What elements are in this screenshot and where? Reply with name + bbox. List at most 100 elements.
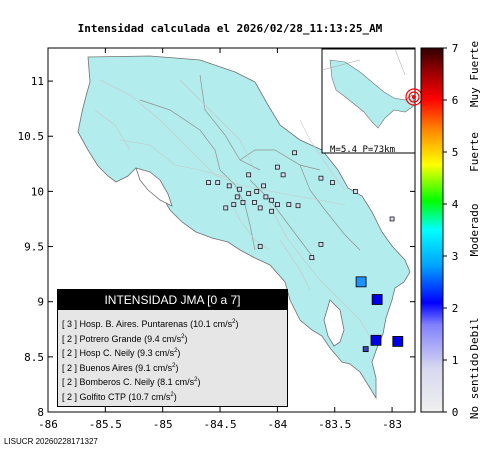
station-marker [257, 244, 263, 249]
legend-close-paren: ) [197, 377, 201, 387]
station-marker [389, 216, 395, 222]
x-tick-label: -86 [38, 418, 58, 431]
colorbar-category-label: Moderado [468, 204, 481, 257]
station-marker [215, 180, 221, 185]
x-tick-label: -85.5 [89, 418, 122, 431]
legend-level: [ 2 ] [62, 391, 78, 402]
colorbar-category-label: Muy Fuerte [468, 41, 481, 107]
legend-station: Golfito CTP [79, 391, 126, 402]
station-marker [254, 189, 260, 194]
legend-value: (10.7 cm/s [128, 391, 171, 402]
legend-entry: [ 2 ] Potrero Grande (9.4 cm/s2) [58, 330, 287, 345]
legend-value: (9.3 cm/s [137, 348, 175, 358]
y-tick-label: 9.5 [24, 241, 44, 254]
station-marker [234, 194, 240, 200]
station-marker [318, 241, 324, 247]
colorbar-category-label: No sentido [468, 353, 481, 419]
station-marker [223, 205, 229, 211]
x-tick-label: -85 [153, 418, 173, 431]
legend-entry: [ 2 ] Bomberos C. Neily (8.1 cm/s2) [58, 373, 287, 388]
legend-level: [ 3 ] [62, 319, 78, 329]
legend-station: Bomberos C. Neily [79, 377, 155, 387]
legend-entry: [ 3 ] Hosp. B. Aires. Puntarenas (10.1 c… [58, 315, 287, 330]
x-tick-label: -84 [267, 418, 287, 431]
legend-list: [ 3 ] Hosp. B. Aires. Puntarenas (10.1 c… [58, 310, 287, 402]
station-marker [286, 202, 292, 207]
station-marker [263, 194, 269, 200]
station-marker [275, 202, 280, 207]
map-title: Intensidad calculada el 2026/02/28_11:13… [77, 22, 383, 35]
x-tick-label: -84.5 [203, 418, 236, 431]
legend-close-paren: ) [235, 319, 239, 329]
legend-unit-exponent: 2 [170, 391, 174, 398]
legend-level: [ 2 ] [62, 333, 78, 344]
station-intensity-marker [371, 294, 383, 305]
station-intensity-marker [392, 336, 404, 347]
station-marker [309, 255, 315, 260]
y-tick-label: 9 [37, 296, 44, 309]
station-markers-highlight [355, 276, 404, 353]
legend-unit-exponent: 2 [232, 319, 236, 325]
inset-map [321, 48, 416, 154]
y-tick-label: 10 [31, 185, 44, 198]
station-intensity-marker [355, 276, 367, 288]
colorbar-tick-label: 6 [452, 94, 459, 107]
colorbar-tick-label: 0 [452, 406, 459, 419]
station-marker [280, 172, 286, 178]
colorbar-category-label: Fuerte [468, 132, 481, 172]
y-tick-label: 11 [31, 75, 44, 88]
x-tick-label: -83 [382, 418, 402, 431]
station-marker [353, 189, 358, 194]
legend-unit-exponent: 2 [194, 377, 198, 383]
legend-station: Hosp. B. Aires. Puntarenas [79, 319, 188, 329]
legend-entry: [ 2 ] Hosp C. Neily (9.3 cm/s2) [58, 344, 287, 359]
roads [94, 79, 373, 341]
station-marker [269, 197, 274, 203]
station-marker [261, 183, 266, 189]
y-tick-label: 8 [37, 406, 44, 419]
station-marker [318, 175, 324, 181]
station-markers-small [206, 150, 395, 260]
legend-close-paren: ) [177, 348, 181, 358]
province-boundaries [139, 74, 361, 261]
footer-id: LISUCR 20260228171327 [4, 437, 98, 446]
x-tick-label: -83.5 [318, 418, 351, 431]
legend-value: (10.1 cm/s [190, 319, 233, 329]
station-marker [330, 180, 335, 185]
gulf-nicoya [135, 167, 173, 207]
station-marker [246, 172, 252, 178]
colorbar-tick-label: 7 [452, 42, 459, 55]
colorbar [420, 47, 444, 413]
legend-unit-exponent: 2 [174, 348, 178, 354]
legend-close-paren: ) [184, 333, 188, 344]
station-marker [246, 191, 252, 196]
colorbar-ticks: 0 1 2 3 4 5 6 7 [443, 42, 459, 419]
station-marker [226, 183, 232, 189]
legend-station: Hosp C. Neily [79, 348, 135, 358]
legend-level: [ 2 ] [62, 348, 78, 358]
station-marker [206, 180, 211, 185]
station-marker [252, 200, 257, 205]
station-intensity-marker [362, 346, 369, 353]
legend-unit-exponent: 2 [172, 362, 176, 369]
colorbar-categories: No sentido Debil Moderado Fuerte Muy Fuerte [468, 41, 481, 419]
legend-title: INTENSIDAD JMA [0 a 7] [58, 290, 287, 310]
y-axis: 11 10.5 10 9.5 9 8.5 8 [18, 75, 415, 419]
station-marker [237, 186, 242, 192]
colorbar-tick-label: 1 [452, 354, 459, 367]
legend-level: [ 2 ] [62, 377, 78, 387]
y-tick-label: 10.5 [18, 130, 45, 143]
x-axis: -86 -85.5 -85 -84.5 -84 -83.5 -83 [38, 48, 402, 431]
legend-value: (9.4 cm/s [144, 333, 182, 344]
station-marker [269, 208, 274, 214]
colorbar-tick-label: 4 [452, 198, 459, 211]
legend-level: [ 2 ] [62, 362, 78, 373]
y-tick-label: 8.5 [24, 351, 44, 364]
inset-label: M=5.4 P=73km [330, 145, 395, 155]
station-marker [292, 150, 297, 156]
station-marker [275, 164, 280, 170]
station-marker [231, 202, 237, 207]
colorbar-category-label: Debil [468, 317, 481, 350]
legend-station: Potrero Grande [79, 333, 142, 344]
